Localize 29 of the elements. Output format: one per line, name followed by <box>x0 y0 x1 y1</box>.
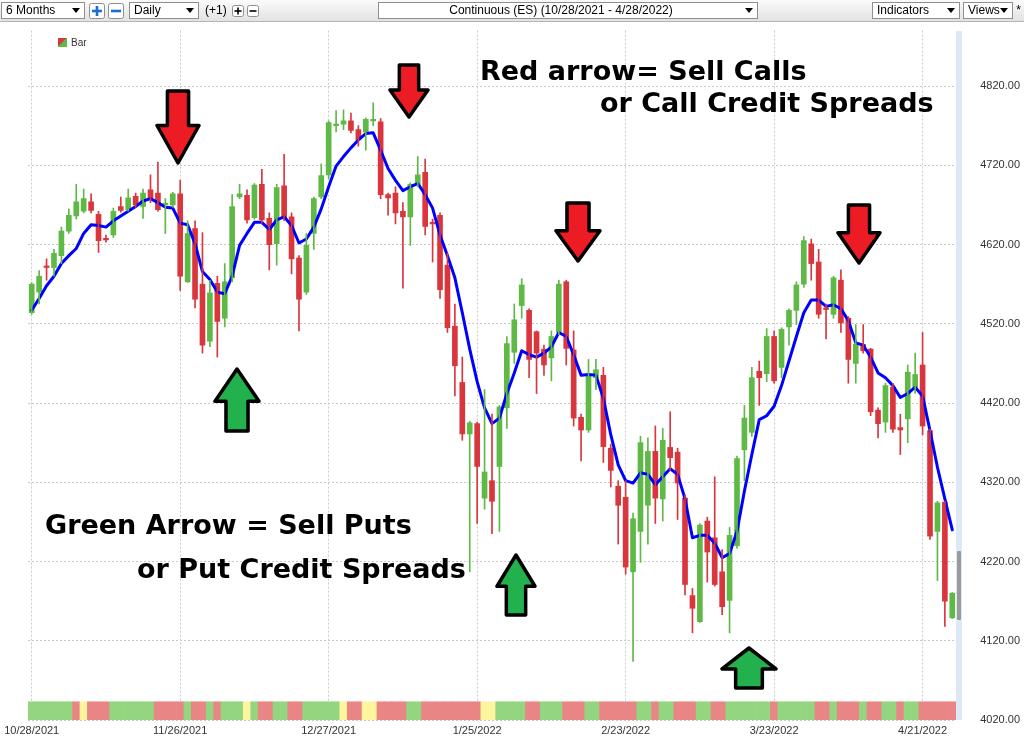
dropdown: Continuous (ES) (10/28/2021 - 4/28/2022) <box>378 2 758 19</box>
y-tick-label: 4520.00 <box>980 316 1020 329</box>
dropdown: 6 Months <box>1 2 85 19</box>
annotation: Green Arrow = Sell Puts <box>45 509 412 540</box>
y-tick-label: 4020.00 <box>980 713 1020 726</box>
y-tick-label: 4420.00 <box>980 396 1020 409</box>
y-tick-label: 4720.00 <box>980 158 1020 171</box>
x-tick-label: 10/28/2021 <box>4 723 60 736</box>
y-tick-label: 4120.00 <box>980 633 1020 646</box>
y-tick-label: 4320.00 <box>980 475 1020 488</box>
annotation: or Put Credit Spreads <box>137 553 466 584</box>
text: (+1) <box>205 3 227 18</box>
dropdown: Indicators <box>872 2 960 19</box>
y-tick-label: 4220.00 <box>980 554 1020 567</box>
text: * <box>1016 3 1021 18</box>
chart-title: Continuous (ES) (10/28/2021 - 4/28/2022) <box>449 3 673 17</box>
x-tick-label: 12/27/2021 <box>301 723 357 736</box>
annotation: Red arrow= Sell Calls <box>480 55 807 86</box>
x-tick-label: 11/26/2021 <box>153 723 208 736</box>
y-tick-label: 4820.00 <box>980 79 1020 92</box>
x-tick-label: 2/23/2022 <box>601 723 651 736</box>
y-tick-label: 4620.00 <box>980 237 1020 250</box>
x-tick-label: 1/25/2022 <box>452 723 502 736</box>
dropdown: Views <box>963 2 1013 19</box>
x-tick-label: 3/23/2022 <box>749 723 799 736</box>
annotation: or Call Credit Spreads <box>600 87 934 118</box>
legend-label: Bar <box>71 36 87 48</box>
dropdown: Daily <box>129 2 199 19</box>
x-tick-label: 4/21/2022 <box>898 723 948 736</box>
